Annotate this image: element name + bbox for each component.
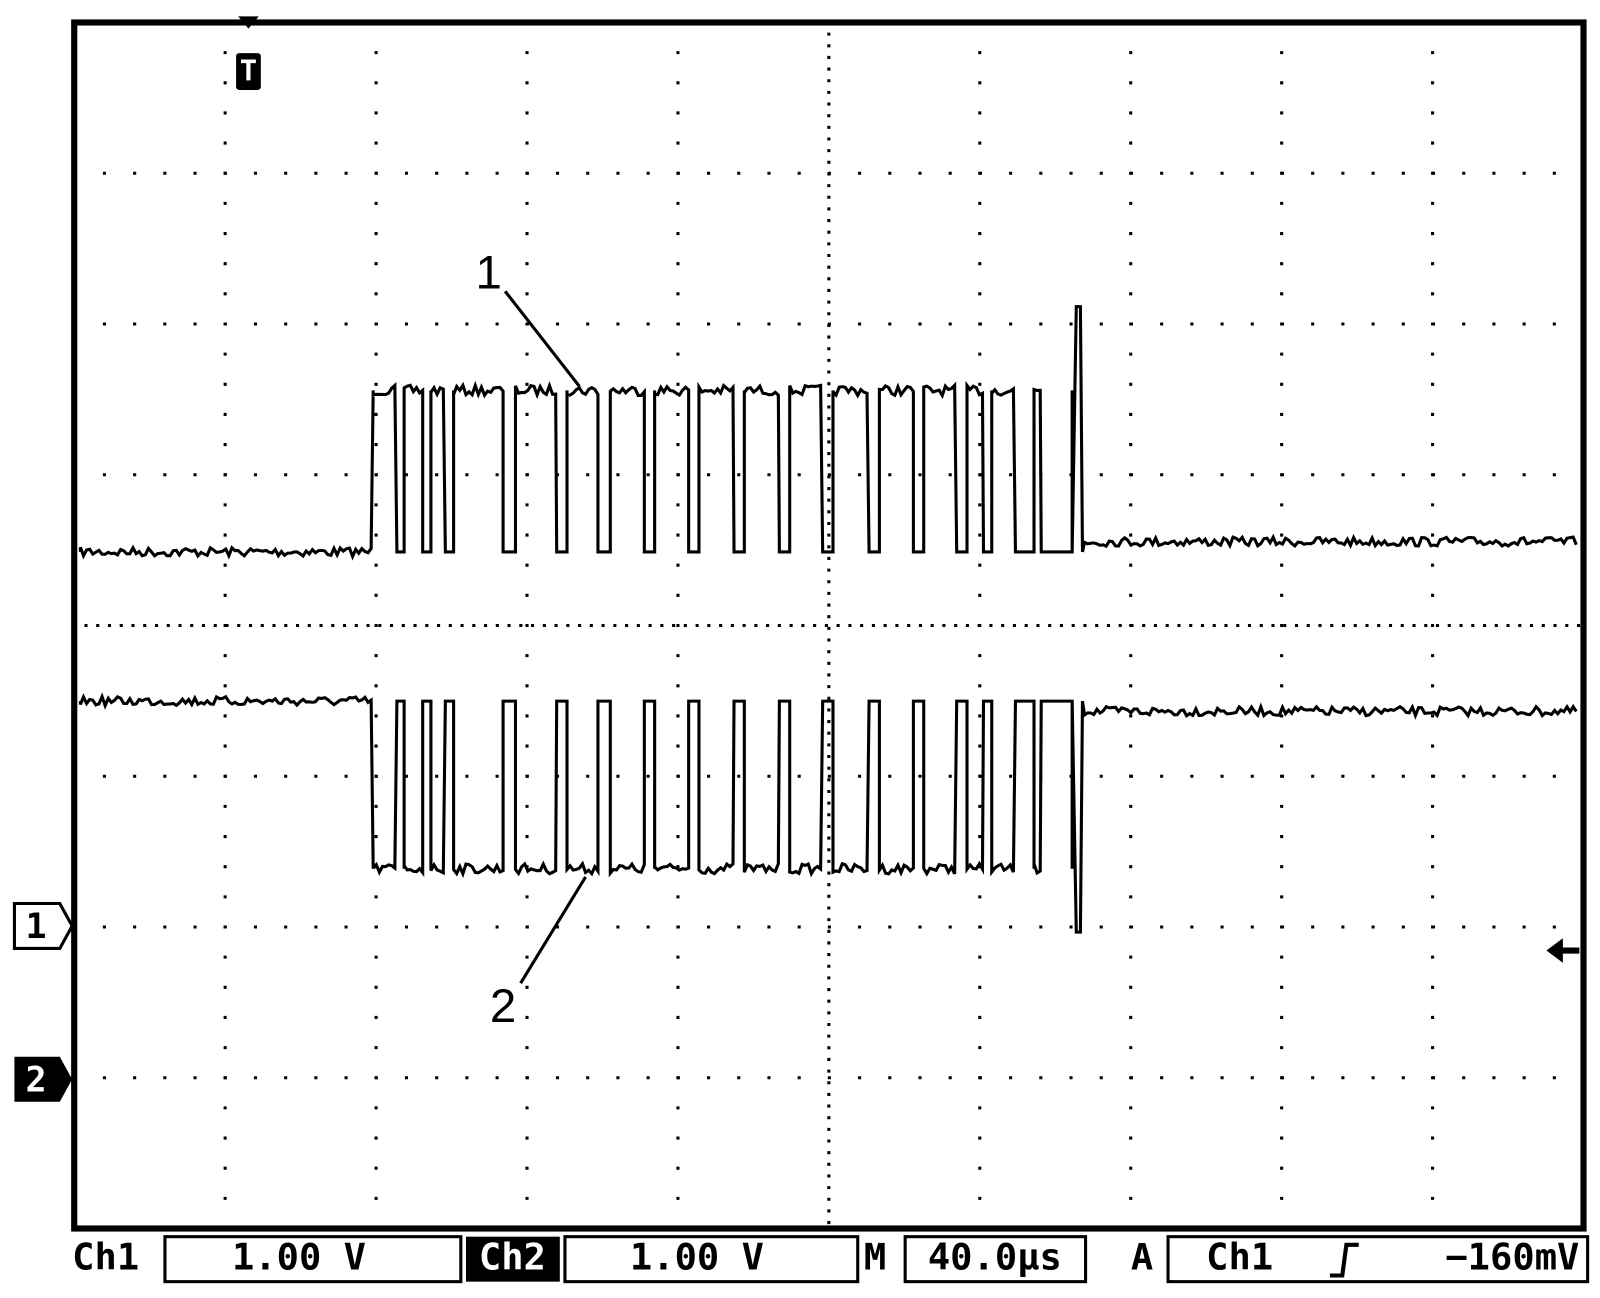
rising-edge-icon [1329,1242,1359,1278]
annotation: 1 [475,247,501,300]
ch1-trace [78,305,1578,561]
trigger-badge [236,53,261,90]
trigger-pointer [238,16,259,29]
trigger-label: A [1131,1236,1153,1279]
ch2-label: Ch2 [479,1236,546,1279]
ch2-marker-box [14,1056,73,1102]
annotation-leader [519,876,587,985]
screen-frame [71,19,1587,1232]
graticule [74,22,1584,1229]
ch1-scale: 1.00 V [232,1236,366,1279]
ch2-trace [78,692,1578,934]
channel-marker: 2 [26,1060,47,1100]
ch2-scale-box [563,1235,860,1284]
ch1-scale-box [163,1235,463,1284]
waveforms [78,305,1578,934]
channel-marker: 1 [26,907,47,947]
timebase-label: M [864,1236,886,1279]
annotation: 2 [490,980,516,1033]
ch2-scale: 1.00 V [630,1236,764,1279]
trigger-marker: T [240,54,257,88]
timebase-value: 40.0µs [928,1236,1062,1279]
trigger-level-arrow [1546,938,1580,963]
annotation-leader [503,290,581,388]
trigger-source: Ch1 [1206,1236,1273,1279]
timebase-box [903,1235,1088,1284]
ch2-label-box [465,1236,560,1282]
trigger-box [1166,1235,1590,1284]
trigger-level: −160mV [1445,1236,1579,1279]
ch1-label: Ch1 [72,1236,139,1279]
ch1-marker-box [12,901,74,950]
